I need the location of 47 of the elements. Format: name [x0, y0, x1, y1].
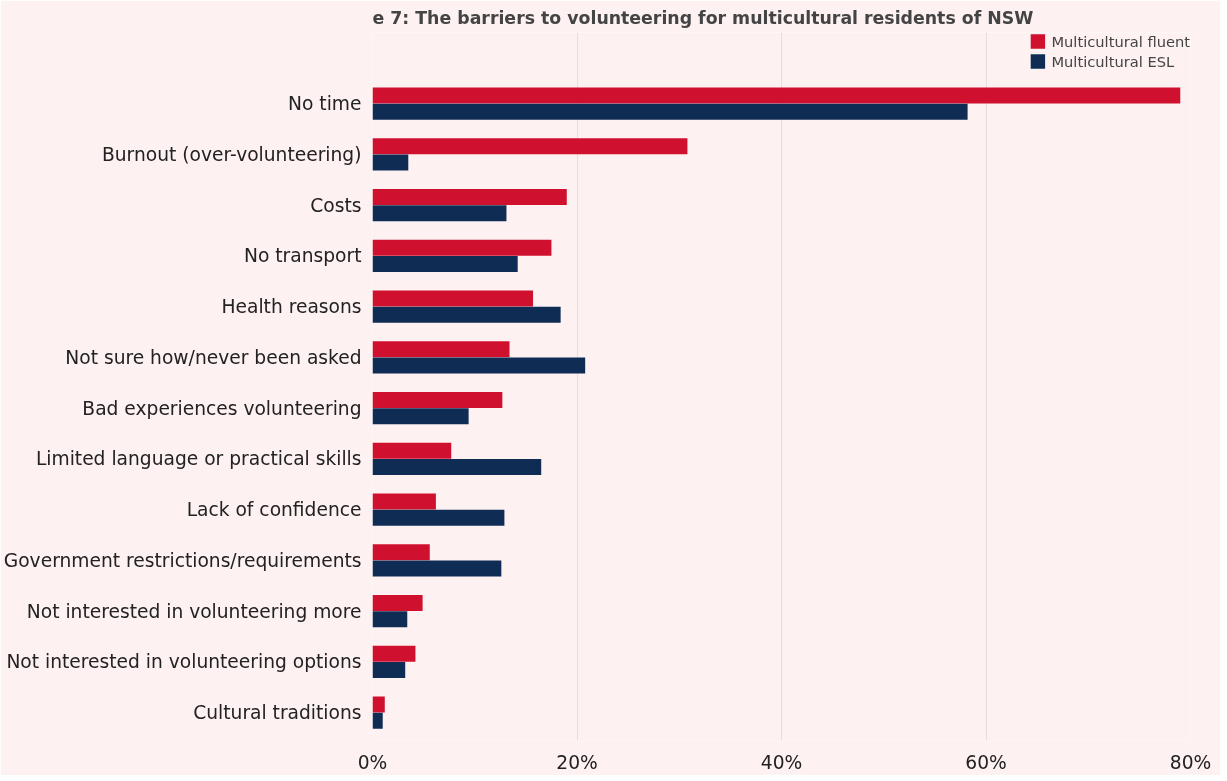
legend-label: Multicultural ESL — [1051, 52, 1175, 70]
y-tick-label: Government restrictions/requirements — [3, 549, 362, 571]
bar — [372, 595, 423, 611]
x-tick-label: 0% — [357, 751, 388, 773]
bar — [372, 391, 503, 408]
bar — [372, 544, 430, 561]
bar — [372, 357, 586, 374]
y-tick-label: Health reasons — [221, 296, 362, 318]
bar — [372, 239, 552, 256]
bar — [372, 205, 507, 222]
bar — [372, 87, 1181, 104]
bar — [372, 188, 567, 205]
x-tick-label: 80% — [1169, 751, 1212, 773]
bar — [372, 341, 510, 358]
bar — [372, 645, 416, 662]
y-tick-label: Lack of confidence — [186, 499, 362, 521]
bar — [372, 696, 385, 713]
x-tick-label: 60% — [965, 751, 1007, 773]
bar — [372, 255, 518, 272]
y-tick-label: Not interested in volunteering options — [6, 651, 362, 673]
legend-label: Multicultural fluent — [1051, 32, 1190, 50]
y-tick-label: Not interested in volunteering more — [26, 600, 362, 622]
bar — [372, 712, 383, 729]
chart-title: e 7: The barriers to volunteering for multicultural residents of NSW — [372, 7, 1034, 28]
bar — [372, 408, 469, 425]
bar — [372, 560, 502, 577]
bar — [372, 306, 561, 323]
y-tick-label: No time — [288, 93, 362, 115]
y-tick-label: Bad experiences volunteering — [82, 397, 362, 419]
bar — [372, 493, 436, 510]
bar — [372, 442, 452, 459]
bar — [372, 611, 408, 628]
y-tick-label: Cultural traditions — [193, 702, 362, 724]
y-tick-label: Burnout (over-volunteering) — [101, 143, 362, 165]
x-tick-label: 20% — [556, 751, 598, 773]
bar — [372, 290, 534, 307]
bar — [372, 138, 688, 155]
bar — [372, 154, 409, 171]
bar — [372, 509, 505, 526]
bar — [372, 458, 542, 475]
bar — [372, 662, 406, 678]
y-tick-label: No transport — [244, 245, 362, 267]
x-tick-label: 40% — [760, 751, 803, 773]
y-tick-label: Not sure how/never been asked — [65, 346, 362, 368]
bar — [372, 103, 968, 120]
y-tick-label: Costs — [310, 194, 362, 216]
y-tick-label: Limited language or practical skills — [35, 448, 362, 470]
